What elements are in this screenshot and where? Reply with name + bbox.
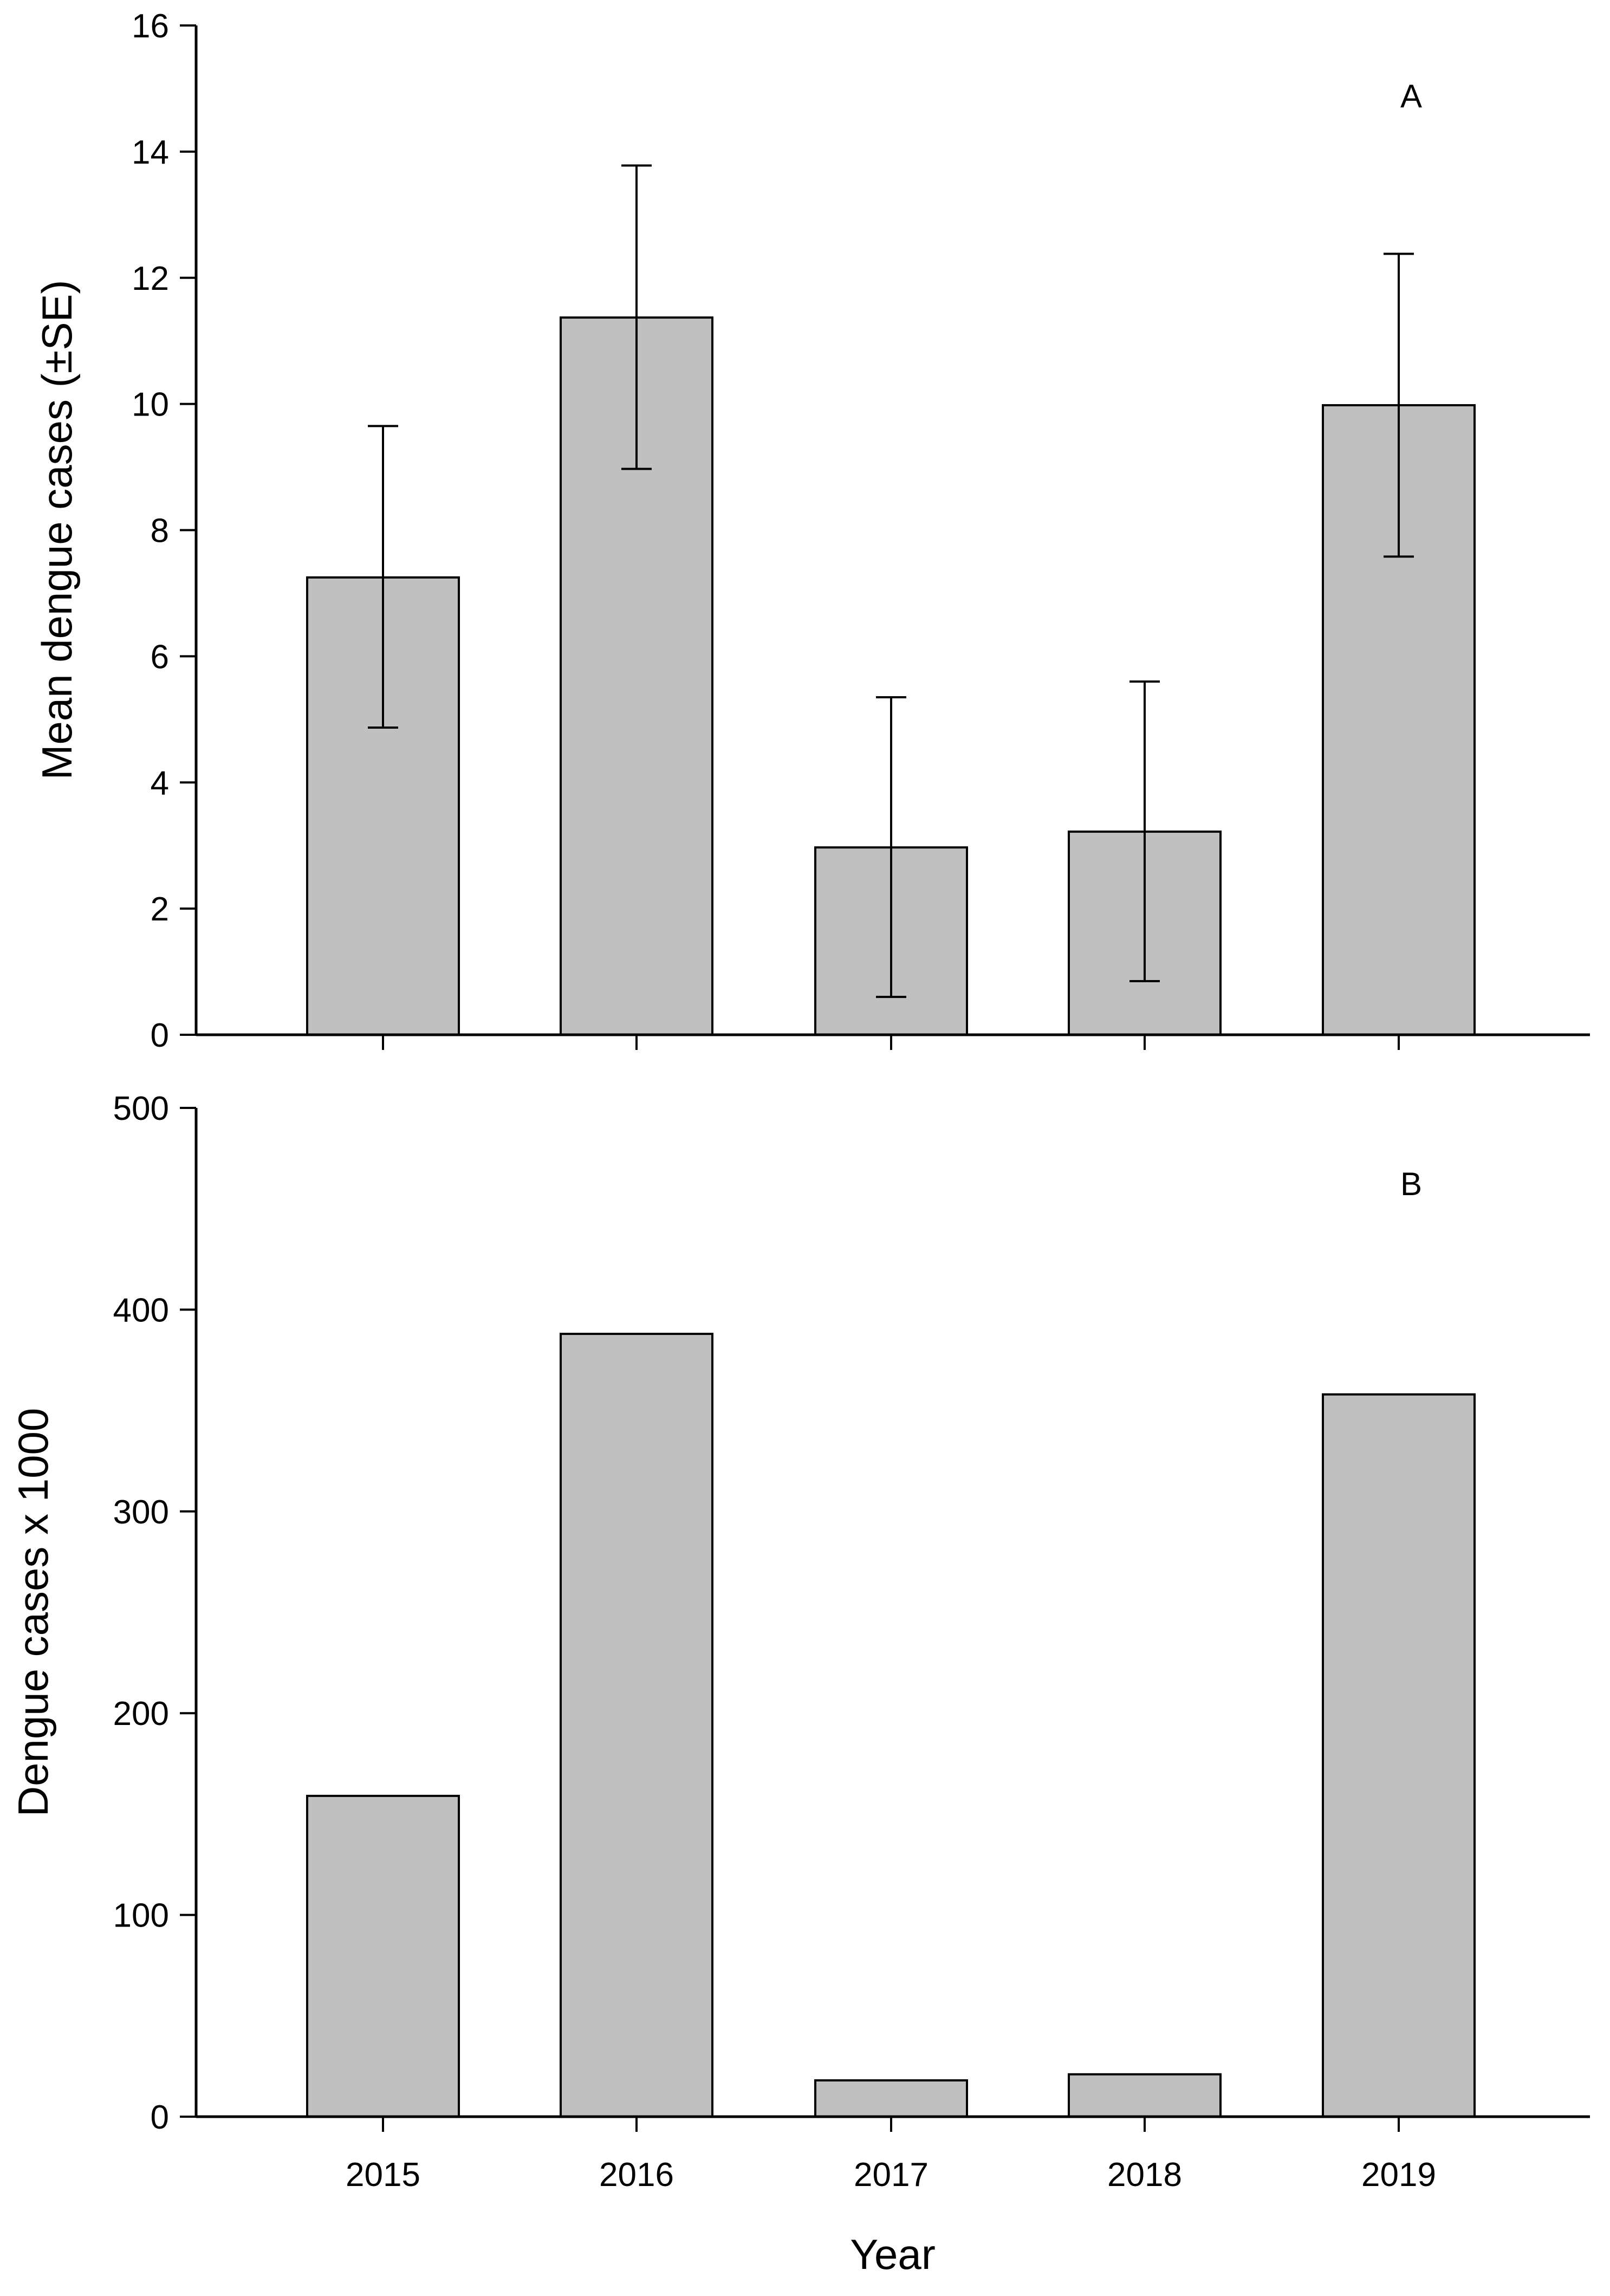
- panel-b-bar-2018: [1068, 2073, 1222, 2118]
- panel-a-y-axis-title: Mean dengue cases (±SE): [33, 280, 81, 780]
- panel-a-error-bar-2019: [1384, 252, 1414, 558]
- panel-a-x-ticks: [382, 1035, 1400, 1050]
- x-tick-label-2015: 2015: [346, 2156, 420, 2194]
- x-tick-label-2016: 2016: [599, 2156, 674, 2194]
- panel-a-y-ticks: 0 2 4 6 8 10 12 14 16: [132, 8, 196, 1054]
- panel-a: 0 2 4 6 8 10 12 14 16 A Mean dengue cases (±SE): [33, 8, 1590, 1054]
- panel-a-error-bar-2016: [621, 164, 652, 470]
- panel-b-y-tick-label: 0: [151, 2099, 169, 2136]
- panel-a-y-tick-label: 6: [151, 638, 169, 676]
- panel-a-error-bar-2015: [368, 425, 398, 729]
- panel-b-y-tick-label: 100: [113, 1897, 169, 1935]
- panel-b-bar-2015: [306, 1794, 460, 2118]
- panel-b-y-tick-label: 500: [113, 1090, 169, 1127]
- panel-b-y-tick-label: 400: [113, 1292, 169, 1329]
- panel-a-y-tick-label: 0: [151, 1017, 169, 1054]
- x-tick-label-2018: 2018: [1107, 2156, 1182, 2194]
- panel-a-y-tick-label: 12: [132, 260, 169, 297]
- panel-a-y-tick-label: 8: [151, 513, 169, 550]
- panel-b-y-axis-title: Dengue cases x 1000: [9, 1408, 57, 1817]
- panel-a-y-tick-label: 14: [132, 134, 169, 171]
- x-tick-label-2019: 2019: [1361, 2156, 1436, 2194]
- panel-a-letter: A: [1400, 78, 1422, 114]
- panel-b-y-tick-label: 300: [113, 1494, 169, 1531]
- panel-b-y-ticks: 0 100 200 300 400 500: [113, 1090, 196, 2136]
- panel-b-x-ticks: 2015 2016 2017 2018 2019: [346, 2117, 1436, 2194]
- panel-a-error-bar-2017: [876, 696, 906, 998]
- panel-b-letter: B: [1400, 1166, 1422, 1202]
- panel-b-bars: [306, 1333, 1476, 2118]
- panel-b-bar-2017: [814, 2079, 968, 2118]
- panel-a-y-tick-label: 16: [132, 8, 169, 45]
- panel-b-bar-2019: [1322, 1393, 1476, 2118]
- panel-a-y-tick-label: 10: [132, 386, 169, 424]
- x-axis-title: Year: [850, 2230, 936, 2278]
- panel-a-y-tick-label: 2: [151, 891, 169, 928]
- x-tick-label-2017: 2017: [854, 2156, 929, 2194]
- panel-b-y-tick-label: 200: [113, 1695, 169, 1733]
- panel-a-y-tick-label: 4: [151, 764, 169, 802]
- panel-a-error-bar-2018: [1129, 680, 1160, 983]
- panel-b-bar-2016: [560, 1333, 713, 2118]
- panel-a-error-bars: [368, 164, 1414, 998]
